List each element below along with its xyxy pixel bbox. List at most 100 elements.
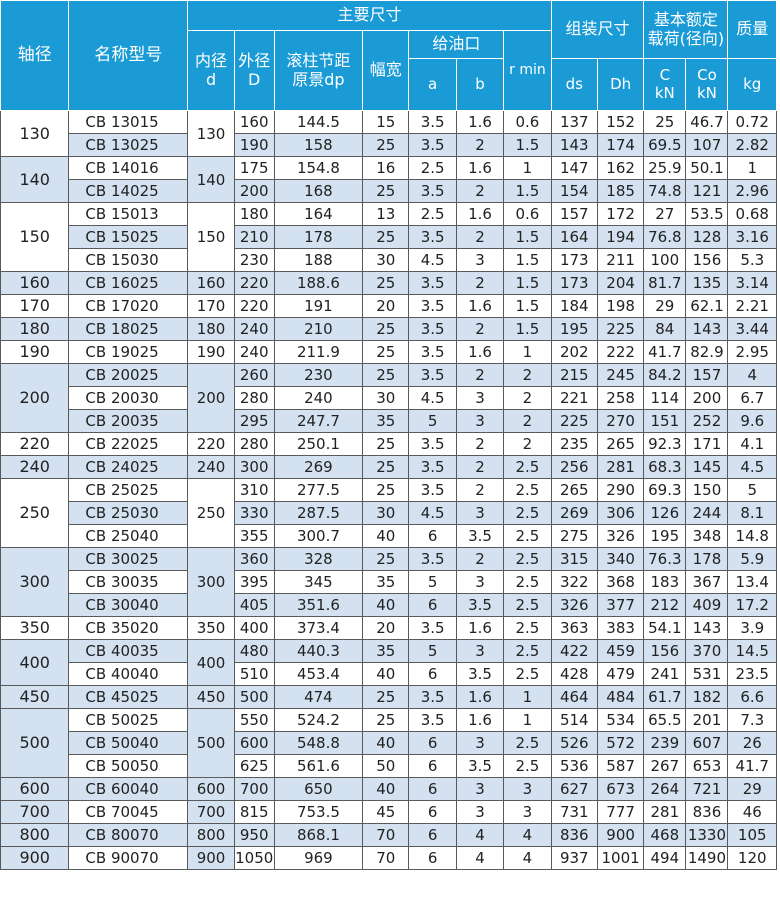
dh-cell: 900	[596, 823, 645, 847]
inner-diameter-cell: 800	[187, 823, 235, 847]
pitch-diameter-cell: 345	[273, 570, 364, 594]
rmin-cell: 0.6	[503, 202, 552, 226]
oil-a-cell: 6	[408, 800, 457, 824]
rmin-cell: 1	[503, 708, 552, 732]
model-cell: CB 45025	[68, 685, 189, 709]
oil-a-cell: 4.5	[408, 501, 457, 525]
outer-diameter-cell: 355	[233, 524, 275, 548]
model-cell: CB 25040	[68, 524, 189, 548]
rmin-cell: 1.5	[503, 179, 552, 203]
load-c-cell: 239	[643, 731, 687, 755]
model-cell: CB 20035	[68, 409, 189, 433]
pitch-diameter-cell: 373.4	[273, 616, 364, 640]
outer-diameter-cell: 600	[233, 731, 275, 755]
pitch-diameter-cell: 524.2	[273, 708, 364, 732]
table-row: CB 25040 355 300.7 40 6 3.5 2.5 275 326 195 348 14.…	[1, 524, 777, 548]
rmin-cell: 4	[503, 846, 552, 870]
inner-diameter-cell: 600	[187, 777, 235, 801]
oil-b-cell: 3	[455, 501, 505, 525]
rmin-cell: 2	[503, 386, 552, 410]
width-cell: 40	[362, 524, 410, 548]
width-cell: 25	[362, 478, 410, 502]
ds-cell: 326	[550, 593, 598, 617]
ds-cell: 173	[550, 271, 598, 295]
table-row: 350 CB 35020 350 400 373.4 20 3.5 1.6 2.5 363 383 5…	[0, 616, 777, 640]
shaft-cell: 900	[0, 846, 70, 870]
load-c0-cell: 201	[685, 708, 729, 732]
width-cell: 20	[362, 294, 410, 318]
mass-cell: 26	[727, 731, 777, 755]
dh-cell: 174	[596, 133, 645, 157]
dh-cell: 281	[596, 455, 645, 479]
oil-a-cell: 3.5	[408, 225, 457, 249]
mass-cell: 0.72	[727, 110, 777, 134]
oil-b-cell: 4	[455, 823, 505, 847]
oil-a-cell: 5	[408, 570, 457, 594]
dh-cell: 265	[596, 432, 645, 456]
oil-b-cell: 3	[455, 570, 505, 594]
load-c0-cell: 157	[685, 363, 729, 387]
outer-diameter-cell: 160	[233, 110, 275, 134]
outer-diameter-cell: 330	[233, 501, 275, 525]
pitch-diameter-cell: 868.1	[273, 823, 364, 847]
width-cell: 30	[362, 501, 410, 525]
load-c-cell: 27	[643, 202, 687, 226]
oil-a-cell: 3.5	[408, 432, 457, 456]
outer-diameter-cell: 280	[233, 432, 275, 456]
mass-cell: 5.3	[727, 248, 777, 272]
load-c0-cell: 143	[685, 616, 729, 640]
load-c0-cell: 370	[685, 639, 729, 663]
outer-diameter-cell: 210	[233, 225, 275, 249]
width-cell: 16	[362, 156, 410, 180]
pitch-diameter-cell: 250.1	[273, 432, 364, 456]
mass-cell: 120	[727, 846, 777, 870]
oil-b-cell: 2	[455, 271, 505, 295]
dh-cell: 479	[596, 662, 645, 686]
oil-a-cell: 3.5	[408, 179, 457, 203]
ds-cell: 184	[550, 294, 598, 318]
load-c-cell: 241	[643, 662, 687, 686]
model-cell: CB 30025	[68, 547, 189, 571]
shaft-cell: 140	[0, 156, 70, 203]
oil-a-cell: 3.5	[408, 363, 457, 387]
header-main-dimensions: 主要尺寸	[187, 0, 552, 31]
width-cell: 35	[362, 639, 410, 663]
oil-a-cell: 6	[408, 777, 457, 801]
oil-a-cell: 6	[408, 524, 457, 548]
load-c-cell: 76.3	[643, 547, 687, 571]
dh-cell: 270	[596, 409, 645, 433]
oil-b-cell: 3	[455, 777, 505, 801]
load-c-cell: 267	[643, 754, 687, 778]
header-outer-line1: 外径	[238, 51, 271, 71]
pitch-diameter-cell: 561.6	[273, 754, 364, 778]
oil-a-cell: 6	[408, 731, 457, 755]
oil-b-cell: 1.6	[455, 202, 505, 226]
header-model: 名称型号	[68, 0, 189, 111]
load-c0-cell: 62.1	[685, 294, 729, 318]
width-cell: 25	[362, 133, 410, 157]
header-load-line1: 基本额定	[653, 10, 718, 30]
load-c-cell: 195	[643, 524, 687, 548]
table-row: 180 CB 18025 180 240 210 25 3.5 2 1.5 195 225 84 143…	[0, 317, 777, 341]
oil-b-cell: 3.5	[455, 754, 505, 778]
model-cell: CB 30035	[68, 570, 189, 594]
pitch-diameter-cell: 211.9	[273, 340, 364, 364]
mass-cell: 6.7	[727, 386, 777, 410]
width-cell: 40	[362, 662, 410, 686]
inner-diameter-cell: 150	[187, 202, 235, 272]
ds-cell: 265	[550, 478, 598, 502]
pitch-diameter-cell: 548.8	[273, 731, 364, 755]
model-cell: CB 17020	[68, 294, 189, 318]
dh-cell: 258	[596, 386, 645, 410]
load-c-cell: 264	[643, 777, 687, 801]
model-cell: CB 20025	[68, 363, 189, 387]
dh-cell: 326	[596, 524, 645, 548]
load-c-cell: 76.8	[643, 225, 687, 249]
mass-cell: 14.8	[727, 524, 777, 548]
oil-b-cell: 2	[455, 455, 505, 479]
header-load-line2: 载荷(径向)	[647, 28, 725, 48]
rmin-cell: 1.5	[503, 225, 552, 249]
oil-a-cell: 3.5	[408, 271, 457, 295]
rmin-cell: 3	[503, 777, 552, 801]
oil-a-cell: 3.5	[408, 455, 457, 479]
